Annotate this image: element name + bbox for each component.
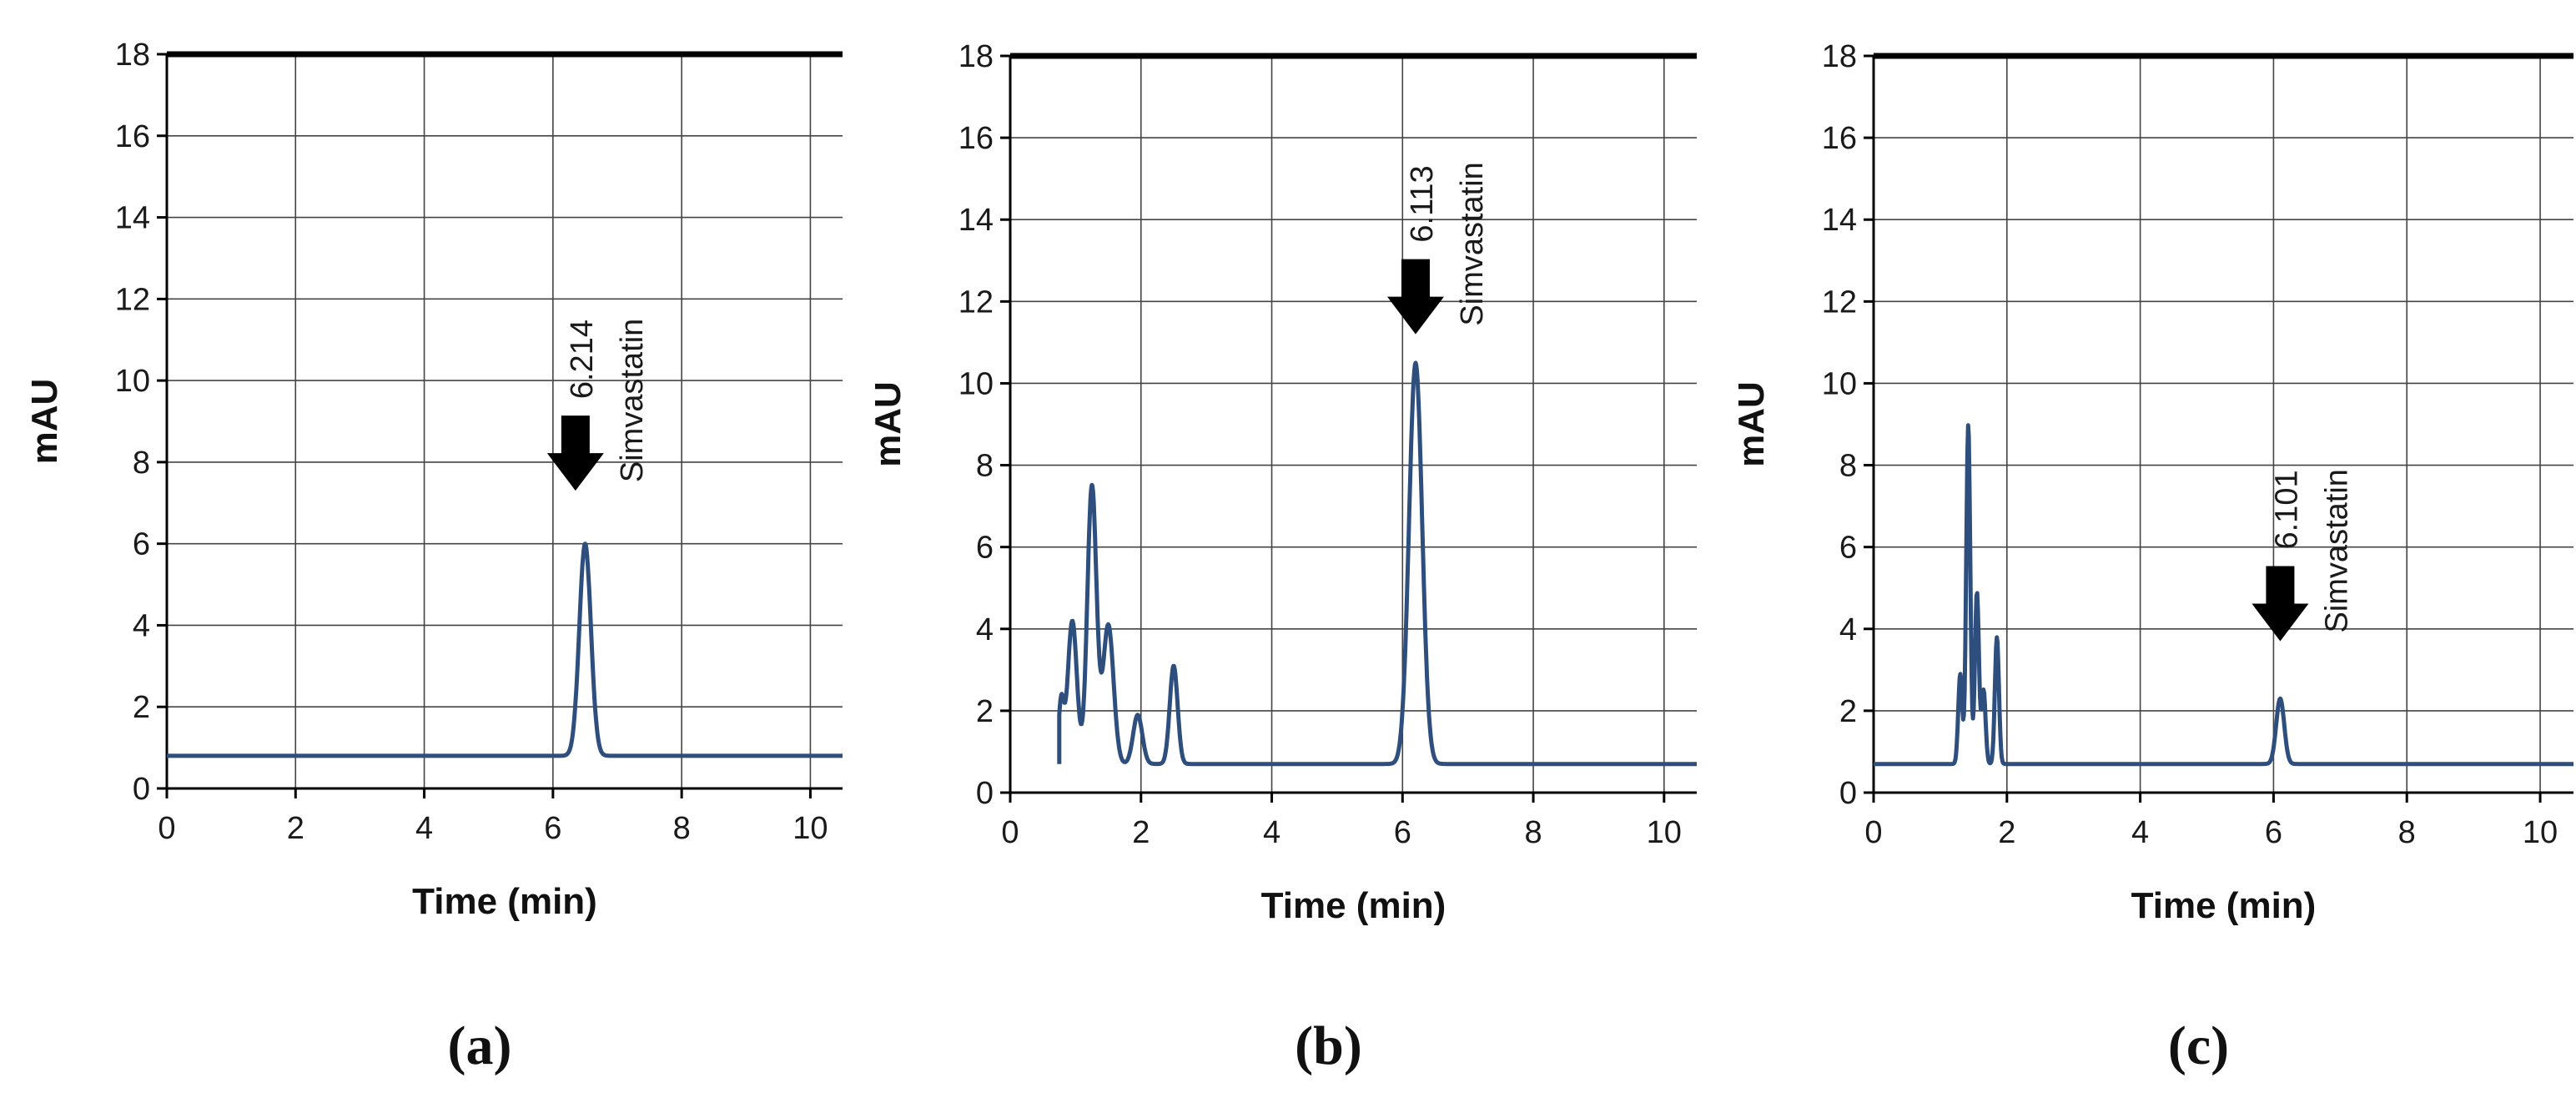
x-tick-label: 0 (158, 811, 175, 846)
chromatogram-panel-b: 0 2 4 6 8 10 12 14 16 18 0 2 4 6 8 10 Time (min) mAU 6.113… (868, 39, 1698, 1076)
x-tick-label: 2 (1998, 815, 2015, 850)
peak-retention-time-label: 6.101 (2269, 470, 2304, 549)
x-tick-label: 10 (1647, 815, 1682, 850)
y-tick-label: 12 (1822, 285, 1857, 320)
y-tick-label: 18 (115, 38, 150, 73)
x-axis-title: Time (min) (412, 881, 597, 922)
chromatogram-panel-c: 0 2 4 6 8 10 12 14 16 18 0 2 4 6 8 10 Time (min) mAU 6.101… (1731, 39, 2575, 1076)
x-tick-label: 2 (287, 811, 304, 846)
peak-arrow-icon (1386, 259, 1444, 335)
panel-label: (c) (2168, 1015, 2229, 1076)
x-tick-label: 6 (544, 811, 561, 846)
y-tick-label: 8 (133, 446, 150, 481)
x-tick-label: 4 (415, 811, 433, 846)
x-tick-label: 6 (2265, 815, 2282, 850)
y-tick-label: 16 (1822, 121, 1857, 156)
x-tick-label: 0 (1864, 815, 1882, 850)
plot-area (167, 54, 843, 788)
panel-label: (b) (1295, 1015, 1362, 1076)
y-tick-label: 14 (1822, 203, 1857, 238)
y-tick-label: 0 (1839, 776, 1857, 811)
chromatogram-trace (1872, 423, 2575, 767)
y-tick-label: 2 (1839, 694, 1857, 729)
y-tick-label: 0 (976, 776, 994, 811)
x-tick-label: 8 (2398, 815, 2416, 850)
y-tick-label: 18 (1822, 39, 1857, 74)
x-tick-label: 6 (1394, 815, 1411, 850)
x-tick-label: 4 (1263, 815, 1280, 850)
y-tick-label: 2 (976, 694, 994, 729)
y-tick-label: 6 (1839, 531, 1857, 566)
y-tick-label: 6 (976, 531, 994, 566)
x-tick-label: 0 (1001, 815, 1019, 850)
y-axis-title: mAU (24, 379, 65, 465)
y-tick-label: 4 (133, 608, 150, 643)
y-tick-label: 4 (1839, 612, 1857, 647)
y-tick-label: 4 (976, 612, 994, 647)
x-tick-label: 2 (1132, 815, 1150, 850)
plot-area (1874, 56, 2573, 793)
peak-retention-time-label: 6.214 (565, 320, 600, 399)
x-axis-title: Time (min) (1261, 885, 1446, 926)
y-tick-label: 6 (133, 527, 150, 562)
plot-area (1010, 56, 1697, 793)
peak-compound-label: Simvastatin (1455, 162, 1490, 325)
y-tick-label: 18 (958, 39, 994, 74)
peak-arrow-icon (2251, 566, 2309, 642)
chromatogram-trace (1057, 360, 1698, 767)
y-tick-label: 8 (976, 449, 994, 484)
y-tick-label: 10 (1822, 366, 1857, 401)
y-tick-label: 14 (115, 201, 150, 236)
y-tick-label: 0 (133, 772, 150, 807)
y-tick-label: 16 (958, 121, 994, 156)
peak-compound-label: Simvastatin (2319, 469, 2354, 632)
y-tick-label: 12 (115, 282, 150, 317)
x-tick-label: 4 (2131, 815, 2149, 850)
y-axis-title: mAU (868, 381, 908, 467)
chromatogram-trace (165, 541, 844, 758)
peak-retention-time-label: 6.113 (1405, 165, 1440, 242)
y-axis-title: mAU (1731, 381, 1772, 467)
x-tick-label: 10 (792, 811, 828, 846)
x-tick-label: 8 (1524, 815, 1542, 850)
y-tick-label: 12 (958, 285, 994, 320)
peak-arrow-icon (546, 416, 604, 491)
y-tick-label: 8 (1839, 449, 1857, 484)
y-tick-label: 16 (115, 119, 150, 154)
y-tick-label: 2 (133, 690, 150, 725)
y-tick-label: 10 (115, 364, 150, 399)
x-tick-label: 8 (673, 811, 691, 846)
x-axis-title: Time (min) (2131, 885, 2317, 926)
peak-compound-label: Simvastatin (615, 319, 650, 482)
x-tick-label: 10 (2523, 815, 2558, 850)
y-tick-label: 14 (958, 203, 994, 238)
chromatogram-panel-a: 0 2 4 6 8 10 12 14 16 18 0 2 4 6 8 10 Time (min) mAU 6.214… (24, 38, 844, 1076)
panel-label: (a) (448, 1015, 512, 1076)
y-tick-label: 10 (958, 366, 994, 401)
